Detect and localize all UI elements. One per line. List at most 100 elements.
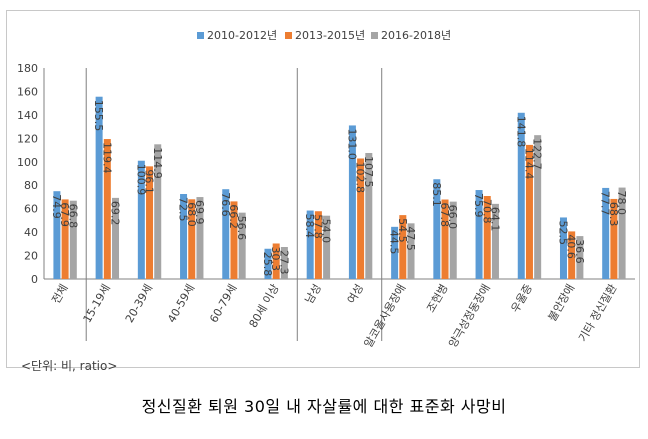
category-label: 조현병 (424, 282, 450, 315)
data-label: 69.9 (193, 200, 206, 225)
data-label: 54.0 (320, 219, 333, 244)
bar (280, 246, 288, 279)
data-label: 78.0 (615, 191, 628, 216)
bar (196, 197, 204, 279)
category-label: 15-19세 (81, 282, 113, 325)
data-label: 56.6 (235, 216, 248, 241)
y-tick-label: 80 (24, 179, 38, 192)
bar (483, 196, 491, 279)
data-label: 66.8 (66, 204, 79, 229)
y-tick-label: 40 (24, 226, 38, 239)
bar (272, 243, 280, 279)
data-label: 114.4 (522, 148, 535, 180)
y-tick-label: 180 (17, 62, 38, 75)
bar (433, 179, 441, 279)
group-separators (85, 68, 383, 341)
category-labels: 전체 15-19세 20-39세 40-59세 60-79세 80세 이상 남성 여성알코올사… (49, 282, 619, 350)
data-label: 66.0 (446, 205, 459, 230)
data-label: 100.9 (134, 164, 147, 196)
bar (154, 144, 162, 279)
bar (188, 199, 196, 279)
data-label: 36.6 (573, 239, 586, 264)
data-label: 72.5 (177, 197, 190, 222)
bar (112, 197, 120, 279)
bars (53, 96, 626, 279)
data-label: 102.8 (354, 161, 367, 193)
legend: 2010-2012년 2013-2015년 2016-2018년 (197, 29, 451, 42)
data-labels: 74.967.966.8 155.5 119.4 69.2 100.996.1114.9… (50, 100, 628, 277)
category-label: 알코올사용장애 (361, 282, 409, 350)
category-label: 양극성정동장애 (446, 282, 493, 350)
data-label: 122.7 (531, 138, 544, 170)
category-label: 기타 정신질환 (576, 282, 619, 344)
bar (391, 226, 399, 279)
data-label: 58.4 (303, 214, 316, 239)
bar (357, 158, 365, 279)
data-label: 141.8 (514, 116, 527, 148)
bar (610, 198, 618, 279)
data-label: 77.7 (599, 191, 612, 216)
data-label: 44.5 (388, 230, 401, 255)
bar (95, 96, 103, 279)
chart-frame: 2010-2012년 2013-2015년 2016-2018년 0 20 40 60 80… (6, 10, 640, 373)
data-label: 30.3 (269, 246, 282, 271)
data-label: 68.3 (607, 202, 620, 227)
bar (264, 248, 272, 279)
bar (137, 160, 145, 279)
category-label: 80세 이상 (247, 282, 282, 330)
bar (559, 217, 567, 279)
bar (323, 215, 331, 279)
bar (517, 112, 525, 279)
data-label: 69.2 (109, 201, 122, 225)
data-label: 107.5 (362, 156, 375, 188)
data-label: 27.3 (277, 250, 290, 275)
bar (61, 199, 69, 279)
data-label: 47.5 (404, 226, 417, 251)
bar (399, 215, 407, 279)
data-label: 52.5 (556, 220, 569, 245)
data-label: 70.8 (480, 199, 493, 224)
legend-label-3: 2016-2018년 (381, 29, 451, 42)
y-tick-label: 120 (17, 132, 38, 145)
data-label: 75.9 (472, 193, 485, 218)
y-tick-label: 160 (17, 85, 38, 98)
bar (602, 187, 610, 279)
data-label: 40.6 (565, 234, 578, 259)
bar (306, 210, 314, 279)
data-label: 74.9 (50, 194, 63, 219)
bar (180, 194, 188, 279)
bar (314, 211, 322, 279)
category-label: 60-79세 (207, 282, 239, 325)
data-label: 57.8 (311, 214, 324, 239)
data-label: 85.1 (430, 182, 443, 207)
legend-label-1: 2010-2012년 (207, 29, 277, 42)
data-label: 114.9 (151, 147, 164, 179)
bar (407, 223, 415, 279)
category-label: 남성 (303, 282, 324, 306)
bar (534, 135, 542, 279)
data-label: 96.1 (143, 169, 156, 194)
data-label: 54.5 (396, 218, 409, 243)
bar (238, 212, 246, 279)
legend-swatch-2 (285, 32, 292, 39)
y-tick-label: 20 (24, 250, 38, 263)
bar (475, 190, 483, 279)
category-label: 40-59세 (165, 282, 197, 325)
bar (348, 125, 356, 279)
unit-note: <단위: 비, ratio> (21, 359, 118, 373)
data-label: 67.9 (58, 202, 71, 227)
category-label: 우울증 (509, 282, 535, 315)
bar (53, 191, 61, 279)
bar (491, 203, 499, 279)
legend-swatch-3 (371, 32, 378, 39)
bar (146, 166, 154, 279)
legend-label-2: 2013-2015년 (295, 29, 365, 42)
y-tick-label: 100 (17, 156, 38, 169)
bar (568, 231, 576, 279)
legend-swatch-1 (197, 32, 204, 39)
data-label: 66.2 (227, 204, 240, 229)
y-tick-label: 60 (24, 203, 38, 216)
data-label: 155.5 (92, 100, 105, 132)
bar (576, 236, 584, 279)
bar (449, 201, 457, 279)
